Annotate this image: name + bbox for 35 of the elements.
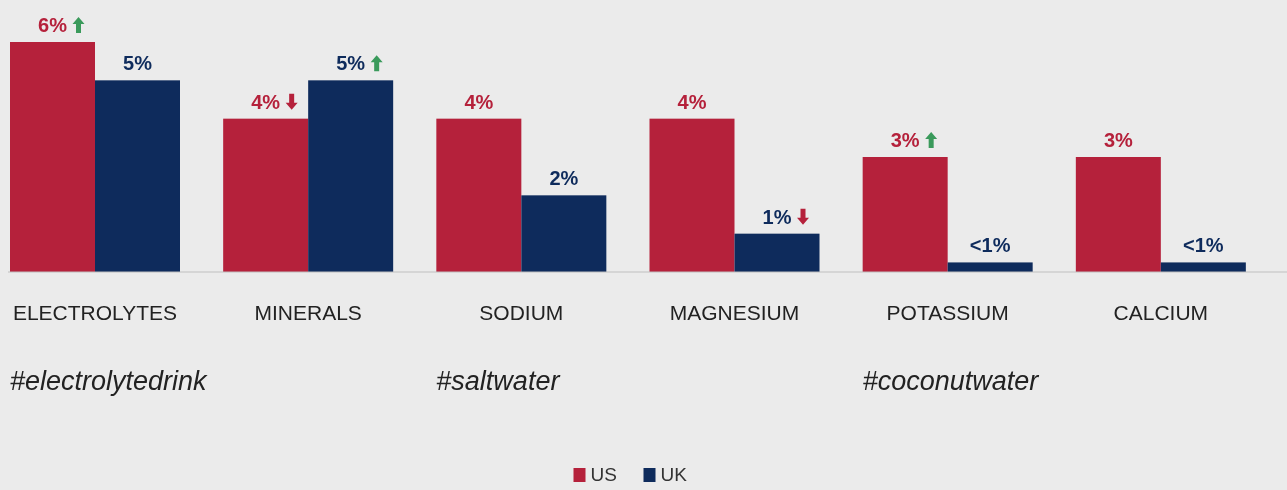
data-label: <1% — [969, 234, 1011, 257]
x-tick-label: SODIUM — [479, 301, 564, 324]
data-label: 4% — [464, 90, 494, 113]
bar — [1160, 262, 1246, 272]
bar — [862, 157, 948, 272]
x-tick-label: MAGNESIUM — [669, 301, 800, 324]
bar — [95, 80, 180, 272]
data-label: 6% — [38, 14, 68, 36]
bar — [223, 118, 309, 272]
x-tick-label: ELECTROLYTES — [12, 301, 178, 324]
x-tick-label: CALCIUM — [1113, 301, 1209, 324]
bar — [1075, 157, 1161, 272]
data-label: 5% — [336, 52, 366, 75]
text: #coconutwater — [862, 366, 1040, 396]
bar — [947, 262, 1033, 272]
text: #electrolytedrink — [10, 366, 209, 396]
data-label: <1% — [1183, 234, 1224, 257]
data-label: 4% — [677, 90, 707, 113]
data-label: 2% — [549, 167, 579, 190]
legend-label: US — [590, 464, 617, 485]
bar — [308, 80, 394, 272]
bar — [436, 118, 522, 272]
bar — [10, 42, 95, 272]
data-label: 4% — [251, 90, 281, 113]
text: #saltwater — [436, 366, 561, 396]
data-label: 5% — [123, 52, 153, 75]
data-label: 3% — [1103, 129, 1133, 151]
bar — [734, 233, 820, 272]
bar — [649, 118, 735, 272]
x-tick-label: MINERALS — [254, 301, 362, 324]
data-label: 3% — [890, 129, 920, 151]
bar — [521, 195, 607, 272]
data-label: 1% — [762, 205, 792, 228]
legend-label: UK — [660, 464, 688, 485]
x-tick-label: POTASSIUM — [886, 301, 1009, 324]
